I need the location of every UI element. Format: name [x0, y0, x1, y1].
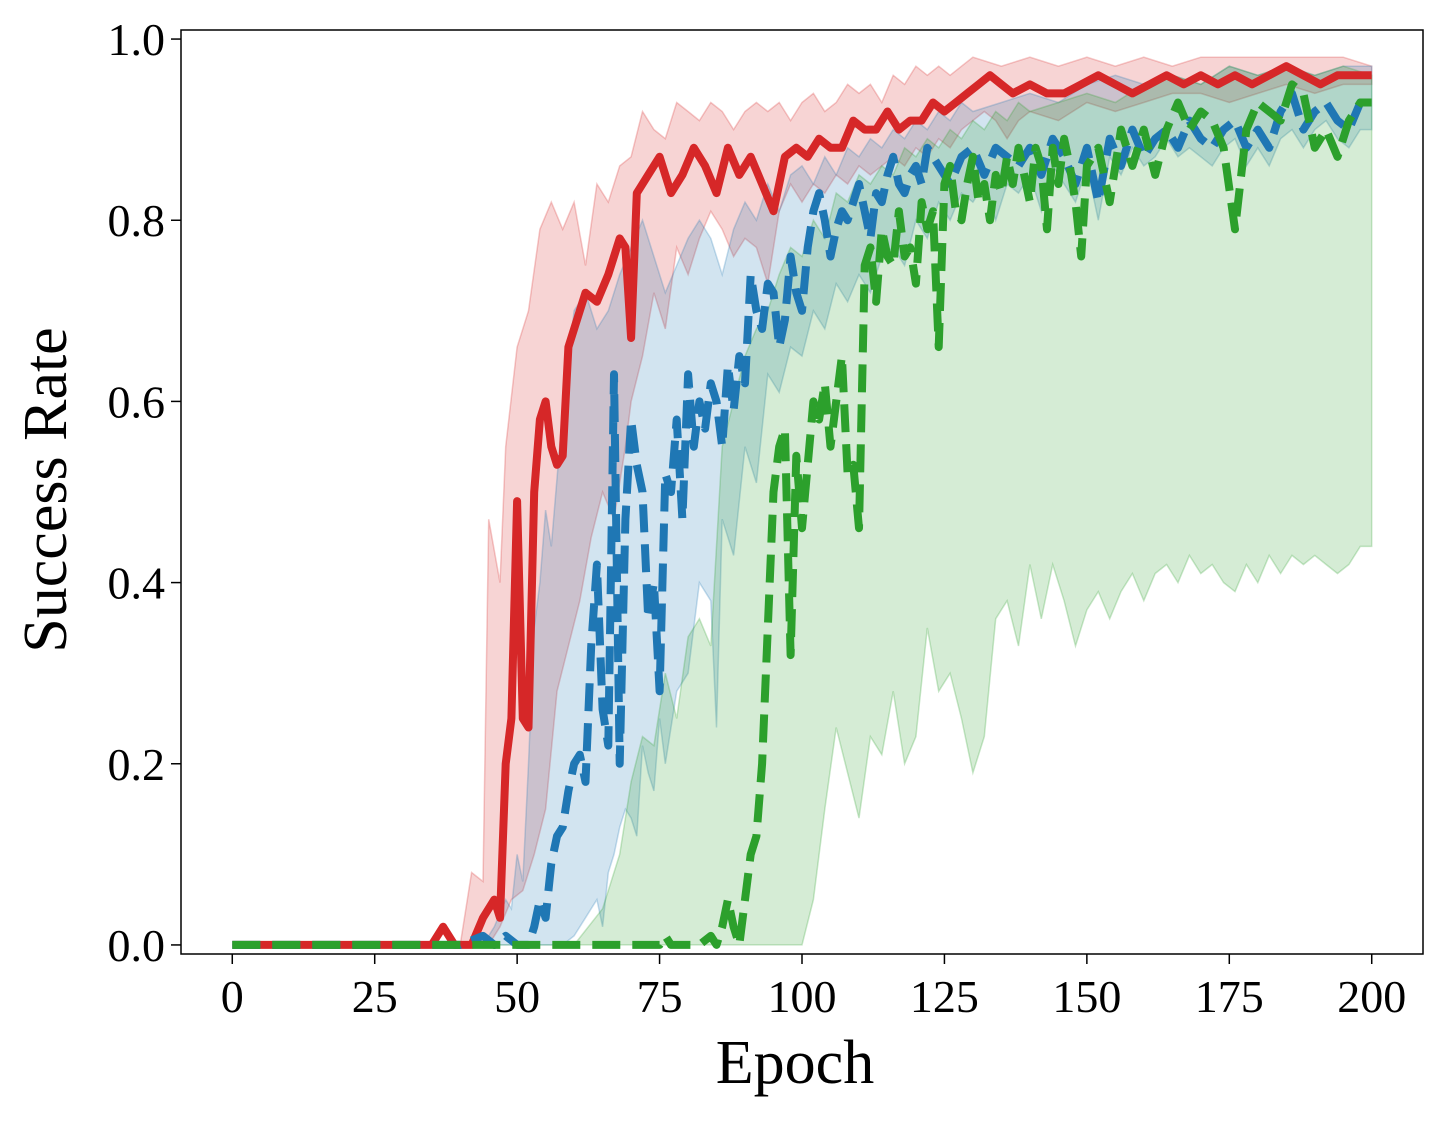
y-axis-label: Success Rate — [12, 327, 80, 652]
x-tick-label: 100 — [768, 971, 837, 1022]
x-tick-label: 175 — [1195, 971, 1264, 1022]
y-tick-label: 0.6 — [108, 376, 166, 427]
y-tick-label: 0.2 — [108, 739, 166, 790]
line-series-2 — [232, 89, 1375, 949]
x-tick-label: 50 — [494, 971, 540, 1022]
x-tick-label: 125 — [910, 971, 979, 1022]
y-tick-label: 0.0 — [108, 920, 166, 971]
line-series-3 — [232, 80, 1372, 949]
x-tick-label: 0 — [221, 971, 244, 1022]
series-lines — [232, 62, 1375, 949]
x-tick-label: 25 — [352, 971, 398, 1022]
x-axis-label: Epoch — [716, 1029, 874, 1097]
line-series-1 — [232, 62, 1372, 949]
y-axis: 0.0 0.2 0.4 0.6 0.8 1.0 — [108, 14, 181, 971]
y-tick-label: 1.0 — [108, 14, 166, 65]
band-series-3 — [232, 65, 1373, 946]
x-tick-label: 150 — [1052, 971, 1121, 1022]
y-tick-label: 0.4 — [108, 558, 166, 609]
x-tick-label: 75 — [637, 971, 683, 1022]
x-axis: 0 25 50 75 100 125 150 175 200 — [221, 954, 1406, 1022]
x-tick-label: 200 — [1337, 971, 1406, 1022]
band-series-2 — [232, 65, 1373, 946]
y-tick-label: 0.8 — [108, 195, 166, 246]
